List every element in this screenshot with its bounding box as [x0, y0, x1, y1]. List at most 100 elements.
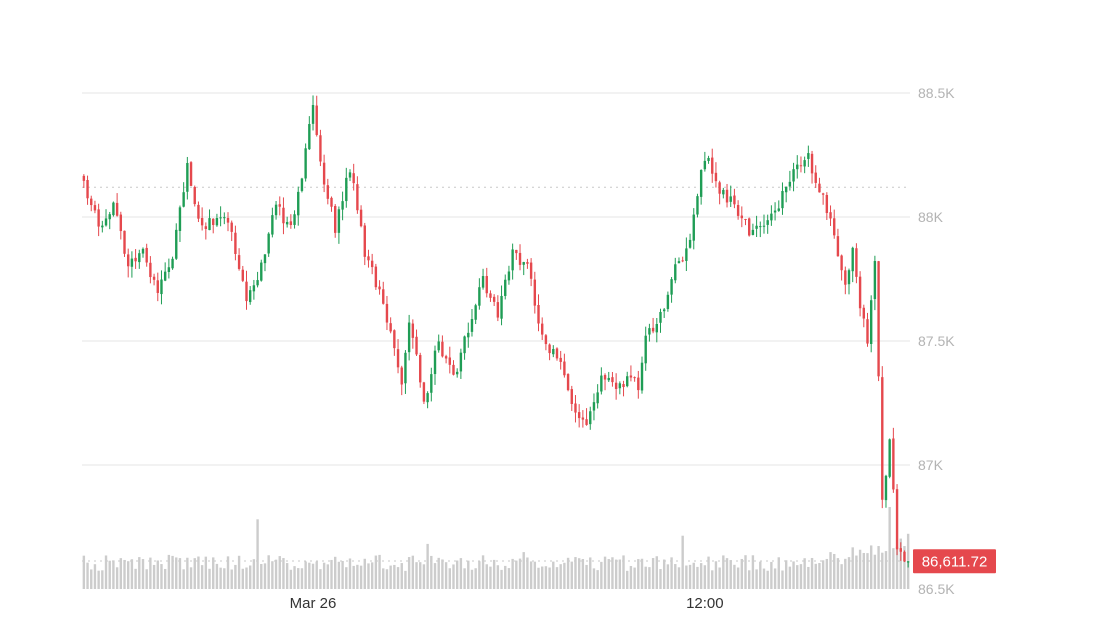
volume-bar — [97, 570, 100, 589]
candle — [847, 268, 851, 295]
volume-bar — [618, 559, 622, 589]
volume-bar — [492, 559, 496, 589]
candle — [367, 249, 370, 268]
volume-bar — [577, 558, 581, 589]
candle — [370, 253, 374, 275]
volume-bar — [352, 565, 355, 589]
volume-bar — [149, 557, 152, 589]
candle — [304, 143, 307, 182]
candle — [134, 249, 137, 269]
candle — [97, 203, 100, 237]
volume-bar — [108, 560, 111, 589]
volume-bar — [500, 569, 503, 589]
candle — [171, 256, 174, 270]
candle — [685, 237, 688, 272]
volume-bar — [699, 563, 703, 589]
candle — [138, 249, 141, 269]
candle — [637, 370, 640, 399]
candle — [496, 295, 500, 322]
volume-bar — [385, 569, 389, 589]
volume-bar — [736, 567, 740, 589]
volume-bar — [345, 567, 348, 589]
volume-bar — [433, 563, 437, 589]
candle — [533, 271, 537, 314]
candle — [577, 404, 581, 428]
volume-bar — [518, 558, 522, 589]
candle — [241, 265, 244, 283]
candle — [341, 191, 344, 221]
x-tick-label: 12:00 — [686, 595, 724, 612]
candle — [803, 156, 806, 174]
candle — [334, 204, 337, 238]
candle — [141, 247, 145, 258]
candle — [762, 214, 766, 234]
candle — [862, 304, 865, 328]
volume-bar — [322, 562, 326, 589]
candle — [640, 356, 644, 394]
volume-bar — [548, 567, 551, 589]
candle — [430, 367, 433, 402]
volume-bar — [230, 569, 233, 589]
volume-bar — [866, 553, 869, 589]
candle — [378, 280, 381, 295]
candle — [559, 350, 562, 370]
candle — [463, 335, 466, 360]
volume-bar — [293, 566, 296, 589]
candle — [374, 263, 378, 290]
candle — [548, 343, 551, 361]
volume-bar — [160, 564, 163, 589]
candle — [260, 259, 263, 282]
candle — [662, 307, 666, 318]
grid-lines — [82, 92, 910, 562]
candle — [115, 193, 119, 217]
candle — [670, 277, 673, 303]
volume-bar — [223, 568, 226, 589]
candle — [585, 408, 588, 426]
volume-bar — [112, 560, 115, 589]
volume-bar — [260, 564, 263, 589]
volume-bar — [640, 558, 644, 589]
volume-bar — [814, 563, 817, 589]
volume-bar — [308, 562, 311, 589]
candle — [648, 323, 651, 342]
volume-bar — [278, 556, 281, 589]
volume-bar — [544, 566, 548, 589]
volume-bar — [226, 556, 230, 589]
candle — [234, 225, 237, 261]
candle — [614, 373, 618, 400]
candle — [197, 201, 200, 223]
candle — [733, 188, 736, 209]
candle — [263, 254, 267, 272]
candle — [300, 177, 304, 193]
candle — [223, 212, 226, 225]
candle — [112, 201, 115, 217]
candle — [703, 151, 707, 172]
volume-bar — [629, 565, 633, 589]
volume-bar — [219, 567, 222, 589]
volume-bar — [818, 563, 821, 589]
volume-bar — [481, 555, 485, 589]
volume-bar — [193, 558, 196, 589]
candle — [692, 208, 695, 250]
volume-bar — [289, 569, 293, 589]
volume-bar — [751, 555, 755, 589]
volume-bar — [237, 555, 241, 589]
candle — [400, 365, 403, 396]
candle — [881, 366, 884, 509]
volume-bar — [274, 559, 278, 589]
candle — [308, 116, 311, 150]
candle — [844, 266, 847, 295]
candle — [489, 290, 492, 302]
candle — [271, 207, 274, 238]
volume-bar — [478, 561, 481, 589]
candle — [541, 317, 544, 341]
current-price-badge — [913, 549, 996, 574]
candle — [563, 353, 566, 378]
candle — [293, 210, 296, 229]
volume-bar — [781, 570, 784, 589]
volume-bar — [474, 568, 477, 589]
candle — [607, 371, 610, 382]
candle — [666, 291, 670, 312]
volume-bar — [182, 569, 185, 589]
candle — [382, 281, 385, 305]
